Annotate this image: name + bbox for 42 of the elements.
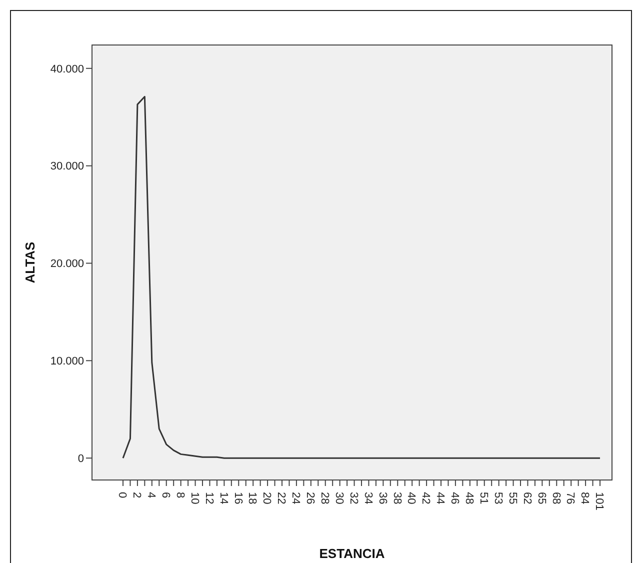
x-tick-label: 40 xyxy=(405,492,418,504)
x-tick-label: 38 xyxy=(390,492,403,504)
x-tick-label: 24 xyxy=(290,492,302,504)
y-tick-label: 10.000 xyxy=(50,356,84,368)
x-tick-label: 53 xyxy=(492,492,504,504)
x-tick-label: 0 xyxy=(116,492,128,498)
x-tick-label: 22 xyxy=(275,492,288,504)
x-tick-label: 36 xyxy=(376,492,388,504)
x-tick-label: 68 xyxy=(550,492,562,504)
x-tick-label: 18 xyxy=(246,492,258,504)
y-tick-label: 40.000 xyxy=(50,63,84,76)
x-tick-label: 34 xyxy=(362,492,374,504)
x-tick-label: 48 xyxy=(463,492,476,504)
x-tick-label: 26 xyxy=(304,492,316,504)
x-tick-label: 46 xyxy=(448,492,461,504)
x-tick-label: 20 xyxy=(260,492,273,504)
x-tick-label: 6 xyxy=(160,492,172,498)
x-tick-label: 8 xyxy=(174,492,186,498)
x-tick-label: 28 xyxy=(318,492,331,504)
x-tick-label: 16 xyxy=(232,492,244,504)
x-tick-label: 65 xyxy=(535,492,548,504)
y-tick-label: 0 xyxy=(78,452,84,465)
y-tick-label: 20.000 xyxy=(50,258,84,270)
x-tick-label: 55 xyxy=(506,492,518,504)
x-tick-label: 42 xyxy=(420,492,432,504)
y-tick-label: 30.000 xyxy=(50,160,84,173)
x-tick-label: 30 xyxy=(332,492,345,504)
x-tick-label: 4 xyxy=(145,492,158,498)
x-tick-label: 76 xyxy=(564,492,576,504)
x-tick-label: 10 xyxy=(188,492,200,504)
x-tick-label: 84 xyxy=(578,492,591,504)
x-tick-label: 14 xyxy=(217,492,230,504)
x-axis-title: ESTANCIA xyxy=(319,546,386,561)
x-tick-label: 12 xyxy=(202,492,215,504)
x-tick-label: 44 xyxy=(434,492,446,504)
x-tick-label: 51 xyxy=(478,492,490,504)
line-series xyxy=(122,96,601,459)
x-tick-label: 32 xyxy=(347,492,360,504)
x-tick-label: 62 xyxy=(520,492,533,504)
y-axis-title: ALTAS xyxy=(22,241,38,284)
x-tick-label: 101 xyxy=(593,492,606,510)
x-tick-label: 2 xyxy=(130,492,143,498)
